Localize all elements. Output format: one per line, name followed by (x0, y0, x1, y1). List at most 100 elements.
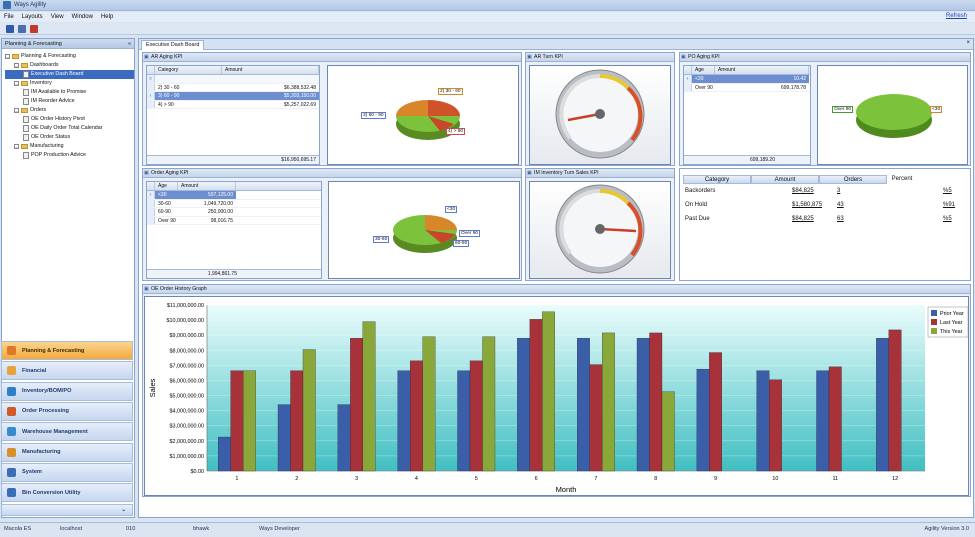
table-row[interactable]: › 3) 60 - 90 $5,303,150.00 (147, 92, 319, 101)
ar-turn-header[interactable]: AR Turn KPI (526, 53, 674, 62)
expand-icon[interactable]: – (14, 81, 19, 86)
table-row[interactable]: 2) 30 - 60 $6,388,532.48 (147, 83, 319, 92)
tree-node[interactable]: – Dashboards (5, 61, 134, 70)
report-icon (23, 71, 29, 78)
column-header[interactable]: Amount (178, 182, 236, 190)
expand-icon[interactable]: – (5, 54, 10, 59)
tree-node[interactable]: OE Order History Pivot (5, 115, 134, 124)
menu-file[interactable]: File (4, 14, 14, 20)
table-row[interactable]: 30-60 1,049,720.00 (147, 199, 321, 208)
y-tick-label: $3,000,000.00 (170, 424, 204, 430)
ar-aging-header[interactable]: AR Aging KPI (143, 53, 521, 62)
tree-node[interactable]: IM Reorder Advice (5, 97, 134, 106)
nav-button[interactable]: Warehouse Management (1, 422, 133, 442)
bar-this-year (422, 336, 436, 472)
menu-view[interactable]: View (50, 14, 64, 20)
column-header[interactable]: Category (155, 66, 222, 74)
menu-window[interactable]: Window (71, 14, 93, 20)
table-row[interactable]: 60-90 250,000.00 (147, 208, 321, 217)
column-header[interactable]: Amount (751, 175, 819, 184)
close-icon[interactable]: × (966, 40, 970, 46)
order-aging-header[interactable]: Order Aging KPI (143, 169, 521, 178)
table-row[interactable]: › <30 597,125.00 (147, 191, 321, 200)
im-turn-header[interactable]: IM Inventory Turn Sales KPI (526, 169, 674, 178)
tools-icon[interactable] (30, 24, 38, 33)
x-tick-label: 10 (772, 476, 778, 482)
menu-layouts[interactable]: Layouts (21, 14, 43, 20)
nav-button[interactable]: Inventory/BOM/PO (1, 381, 133, 401)
column-header[interactable]: Age (692, 66, 715, 74)
x-tick-label: 4 (415, 476, 418, 482)
column-header[interactable]: Orders (819, 175, 887, 184)
kpi-amount[interactable]: $84,825 (792, 216, 814, 222)
table-row[interactable]: Over 90 699,178.78 (684, 83, 810, 92)
nav-overflow-button[interactable]: ⌄ (1, 504, 133, 516)
collapse-icon[interactable]: « (127, 40, 131, 47)
nav-button[interactable]: Manufacturing (1, 442, 133, 462)
tree-node[interactable]: – Orders (5, 106, 134, 115)
tab-executive-dash-board[interactable]: Executive Dash Board (141, 40, 205, 50)
kpi-amount[interactable]: $84,825 (792, 188, 814, 194)
nav-button[interactable]: Order Processing (1, 401, 133, 421)
x-tick-label: 7 (594, 476, 597, 482)
report-icon (23, 152, 29, 159)
table-cell: 699,178.78 (780, 84, 806, 91)
kpi-percent[interactable]: %5 (943, 188, 952, 194)
nav-button[interactable]: Financial (1, 361, 133, 381)
table-cell: 4) > 90 (158, 101, 174, 108)
table-cell: $5,303,150.00 (222, 92, 319, 100)
y-axis-label: Sales (148, 378, 157, 397)
tree-node-label: IM Available to Promise (31, 89, 87, 95)
status-code: 010 (126, 526, 136, 532)
kpi-percent[interactable]: %91 (943, 202, 956, 208)
kpi-orders[interactable]: 3 (837, 188, 841, 194)
expand-icon[interactable]: – (14, 108, 19, 113)
po-aging-total: 699,189.20 (749, 157, 775, 163)
menu-help[interactable]: Help (100, 14, 114, 20)
table-row[interactable]: Over 90 98,016.75 (147, 216, 321, 225)
nav-button-label: Warehouse Management (22, 428, 88, 435)
tree-node[interactable]: OE Order Status (5, 133, 134, 142)
legend-swatch (931, 310, 937, 316)
save-icon[interactable] (6, 24, 14, 33)
save-all-icon[interactable] (18, 24, 26, 33)
tree-node[interactable]: IM Available to Promise (5, 88, 134, 97)
nav-button[interactable]: System (1, 462, 133, 482)
tree-node[interactable]: – Manufacturing (5, 142, 134, 151)
order-kpi-panel: Category Amount Orders Percent Backorder… (679, 168, 971, 281)
table-cell: <30 (155, 191, 178, 199)
order-history-header[interactable]: OE Order History Graph (143, 285, 970, 294)
tree-node[interactable]: – Inventory (5, 79, 134, 88)
table-row[interactable]: 4) > 90 $5,257,022.69 (147, 100, 319, 109)
legend-swatch (931, 328, 937, 334)
kpi-orders[interactable]: 43 (837, 202, 844, 208)
table-row[interactable]: › <30 10.42 (684, 75, 810, 84)
tree-node[interactable]: – Planning & Forecasting (5, 52, 134, 61)
column-header[interactable]: Category (683, 175, 751, 184)
column-header[interactable]: Percent (887, 175, 917, 184)
bar-prior-year (337, 404, 351, 472)
tree-node[interactable]: POP Production Advice (5, 151, 134, 160)
tree-node[interactable]: OE Daily Order Total Calendar (5, 124, 134, 133)
kpi-percent[interactable]: %5 (943, 216, 952, 222)
kpi-orders[interactable]: 63 (837, 216, 844, 222)
pie-slice (396, 100, 428, 116)
column-header[interactable]: Amount (715, 66, 809, 74)
refresh-link[interactable]: Refresh (945, 13, 967, 19)
kpi-amount[interactable]: $1,580,875 (792, 202, 823, 208)
tree-node[interactable]: Executive Dash Board (5, 70, 134, 79)
kpi-category: Past Due (685, 216, 710, 222)
po-aging-header[interactable]: PO Aging KPI (680, 53, 970, 62)
legend-label: Prior Year (940, 311, 964, 317)
tab-strip: Executive Dash Board × (139, 39, 973, 50)
ar-aging-grid: Category Amount ▿ 2) 30 - 60 $6,388,532.48… (146, 65, 320, 165)
nav-button[interactable]: Bin Conversion Utility (1, 483, 133, 503)
expand-icon[interactable]: – (14, 144, 19, 149)
nav-button[interactable]: Planning & Forecasting (1, 341, 133, 360)
nav-icon (7, 427, 16, 437)
column-header[interactable]: Amount (222, 66, 319, 74)
expand-icon[interactable]: – (14, 63, 19, 68)
column-header[interactable]: Age (155, 182, 178, 190)
tree-node-label: Executive Dash Board (31, 71, 84, 77)
